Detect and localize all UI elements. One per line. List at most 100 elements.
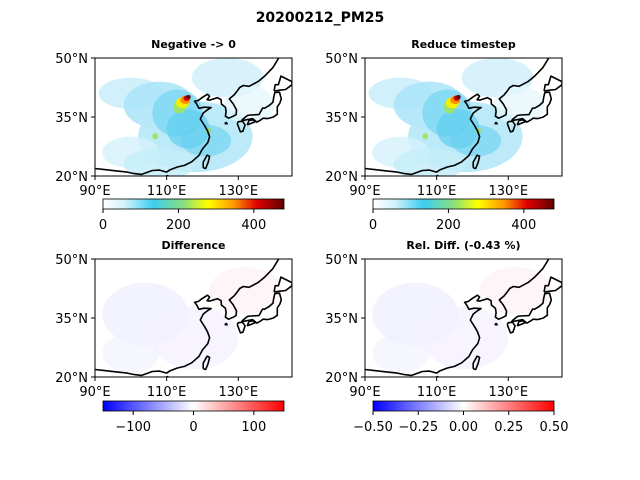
- coastline-path: [543, 75, 562, 92]
- colorbar-tick-label: −0.50: [353, 420, 393, 435]
- colorbar: [102, 400, 285, 412]
- y-tick-label: 20°N: [325, 371, 358, 386]
- difference-patch: [152, 306, 239, 370]
- coastline-path: [95, 58, 280, 176]
- difference-patch: [422, 306, 509, 370]
- x-tick-label: 90°E: [349, 184, 380, 199]
- coastline-path: [434, 375, 440, 377]
- colorbar: [372, 198, 555, 210]
- coastline-path: [202, 355, 211, 371]
- difference-patch: [479, 266, 552, 315]
- concentration-field: [365, 259, 562, 377]
- coastline-path: [506, 120, 516, 133]
- colorbar: [102, 198, 285, 210]
- colorbar-tick-label: 100: [241, 420, 266, 435]
- concentration-hotspot: [186, 94, 191, 99]
- panel-title: Reduce timestep: [411, 38, 516, 51]
- x-tick-label: 90°E: [349, 385, 380, 400]
- coastline-path: [224, 121, 228, 125]
- coastline-path: [164, 375, 170, 377]
- coastline-path: [164, 174, 170, 176]
- y-tick-label: 35°N: [55, 111, 88, 126]
- difference-patch: [209, 266, 282, 315]
- map-panel-4: Rel. Diff. (-0.43 %) 90°E 110°E 130°E 50°N 35…: [325, 239, 568, 435]
- colorbar-tick-label: 0.00: [449, 420, 478, 435]
- colorbar-tick-label: 0: [99, 218, 107, 233]
- x-tick-label: 110°E: [147, 184, 187, 199]
- coastline-path: [543, 276, 562, 293]
- coastline: [365, 259, 562, 377]
- concentration-field: [95, 58, 292, 176]
- colorbar-tick-label: 200: [166, 218, 191, 233]
- x-tick-label: 130°E: [219, 184, 259, 199]
- coastline-path: [472, 355, 481, 371]
- difference-patch: [372, 333, 430, 374]
- coastline-path: [240, 91, 283, 123]
- concentration-field: [365, 58, 562, 176]
- coastline-path: [202, 154, 211, 170]
- colorbar-tick-label: 400: [241, 218, 266, 233]
- figure-suptitle: 20200212_PM25: [256, 10, 385, 26]
- colorbar-tick-label: −0.25: [398, 420, 438, 435]
- coastline-path: [95, 259, 280, 377]
- panels-group: Negative -> 0 90°E 110°E 130°E 50°N 35°N 20°N 0…: [55, 38, 568, 435]
- x-tick-label: 130°E: [219, 385, 259, 400]
- colorbar: [372, 400, 555, 412]
- y-tick-label: 20°N: [55, 170, 88, 185]
- concentration-field: [95, 259, 292, 377]
- panel-title: Rel. Diff. (-0.43 %): [406, 239, 520, 252]
- coastline-path: [240, 292, 283, 324]
- coastline-path: [494, 121, 498, 125]
- coastline-path: [236, 120, 246, 133]
- y-tick-label: 35°N: [325, 111, 358, 126]
- concentration-hotspot: [152, 133, 159, 140]
- x-tick-label: 130°E: [489, 385, 529, 400]
- y-tick-label: 50°N: [325, 52, 358, 67]
- map-panel-3: Difference 90°E 110°E 130°E 50°N 35°N 20°N −100…: [55, 239, 293, 435]
- x-tick-label: 110°E: [417, 184, 457, 199]
- y-tick-label: 20°N: [55, 371, 88, 386]
- concentration-patch: [450, 124, 502, 157]
- coastline-path: [494, 322, 498, 326]
- colorbar-tick-label: 0: [369, 218, 377, 233]
- concentration-patch: [393, 148, 466, 176]
- panel-title: Difference: [162, 239, 226, 252]
- x-tick-label: 110°E: [417, 385, 457, 400]
- coastline: [95, 259, 292, 377]
- map-panel-1: Negative -> 0 90°E 110°E 130°E 50°N 35°N 20°N 0…: [55, 38, 293, 233]
- coastline-path: [510, 91, 553, 123]
- concentration-patch: [123, 148, 196, 176]
- y-tick-label: 50°N: [325, 253, 358, 268]
- coastline-path: [472, 154, 481, 170]
- colorbar-tick-label: 0.50: [540, 420, 569, 435]
- coastline-path: [224, 322, 228, 326]
- x-tick-label: 130°E: [489, 184, 529, 199]
- y-tick-label: 50°N: [55, 253, 88, 268]
- coastline-path: [365, 58, 550, 176]
- coastline-path: [365, 259, 550, 377]
- x-tick-label: 110°E: [147, 385, 187, 400]
- difference-patch: [102, 333, 160, 374]
- coastline: [95, 58, 292, 176]
- x-tick-label: 90°E: [79, 184, 110, 199]
- concentration-patch: [180, 124, 232, 157]
- coastline: [365, 58, 562, 176]
- colorbar-tick-label: 400: [511, 218, 536, 233]
- x-tick-label: 90°E: [79, 385, 110, 400]
- coastline-path: [236, 321, 246, 334]
- y-tick-label: 50°N: [55, 52, 88, 67]
- coastline-path: [273, 75, 292, 92]
- panel-title: Negative -> 0: [151, 38, 236, 51]
- colorbar-tick-label: 0: [189, 420, 197, 435]
- colorbar-tick-label: 200: [436, 218, 461, 233]
- coastline-path: [273, 276, 292, 293]
- colorbar-tick-label: −100: [115, 420, 151, 435]
- concentration-hotspot: [456, 94, 461, 99]
- y-tick-label: 20°N: [325, 170, 358, 185]
- colorbar-tick-label: 0.25: [494, 420, 523, 435]
- coastline-path: [506, 321, 516, 334]
- map-panel-2: Reduce timestep 90°E 110°E 130°E 50°N 35°N 20°…: [325, 38, 563, 233]
- coastline-path: [434, 174, 440, 176]
- y-tick-label: 35°N: [55, 312, 88, 327]
